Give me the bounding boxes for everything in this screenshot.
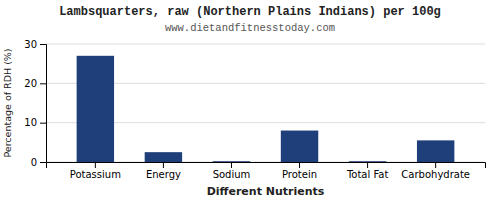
grid-line (46, 44, 485, 45)
tick-mark (299, 162, 300, 168)
tick-mark (435, 162, 436, 168)
tick-mark (231, 162, 232, 168)
tick-label: Total Fat (346, 169, 388, 180)
y-axis-title: Percentage of RDH (%) (2, 48, 13, 157)
tick-mark (40, 162, 46, 163)
tick: 10 (24, 117, 46, 128)
bar (77, 56, 114, 162)
axis-line (40, 45, 47, 163)
tick: Carbohydrate (401, 162, 470, 180)
tick-label: Protein (282, 169, 317, 180)
bar (145, 152, 182, 162)
axis-line (47, 163, 486, 169)
tick: Sodium (213, 162, 251, 180)
tick-label: Carbohydrate (401, 169, 470, 180)
tick: 0 (31, 157, 46, 168)
tick: 20 (24, 78, 46, 89)
tick-label: 30 (24, 39, 37, 50)
tick: Total Fat (346, 162, 388, 180)
chart: Lambsquarters, raw (Northern Plains Indi… (0, 0, 500, 200)
bar (281, 131, 318, 162)
bars (77, 56, 455, 162)
tick-mark (95, 162, 96, 168)
tick-label: 10 (24, 117, 37, 128)
bar (213, 161, 250, 162)
tick: Energy (146, 162, 181, 180)
tick-mark (40, 83, 46, 84)
x-axis: Potassium Energy Sodium Protein Total Fat Car… (47, 162, 486, 180)
tick: Protein (282, 162, 317, 180)
tick-label: 0 (31, 157, 37, 168)
subtitle: www.dietandfitnesstoday.com (165, 22, 335, 34)
tick-label: 20 (24, 78, 37, 89)
tick-mark (163, 162, 164, 168)
tick-mark (367, 162, 368, 168)
tick: Potassium (70, 162, 121, 180)
tick-label: Energy (146, 169, 181, 180)
bar (417, 140, 454, 162)
y-axis: 0 10 20 30 (24, 39, 46, 168)
grid (46, 44, 485, 162)
bar (349, 161, 386, 162)
title: Lambsquarters, raw (Northern Plains Indi… (59, 5, 441, 19)
chart-container: Lambsquarters, raw (Northern Plains Indi… (0, 0, 500, 200)
plot: Potassium Energy Sodium Protein Total Fat Car… (24, 39, 485, 180)
tick: 30 (24, 39, 46, 50)
tick-mark (40, 44, 46, 45)
tick-label: Sodium (213, 169, 251, 180)
tick-label: Potassium (70, 169, 121, 180)
tick-mark (40, 123, 46, 124)
x-axis-title: Different Nutrients (207, 185, 325, 198)
